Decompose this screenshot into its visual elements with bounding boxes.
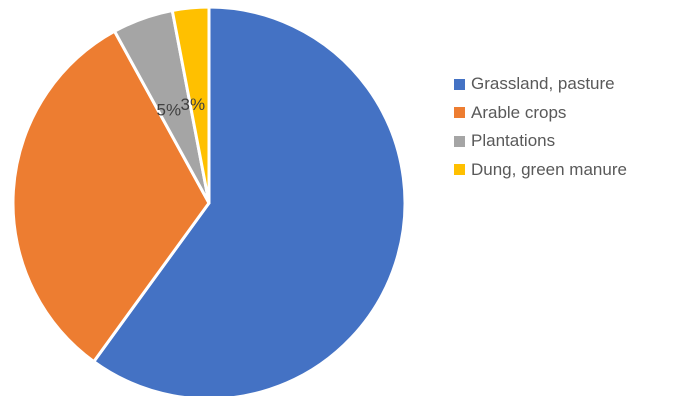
legend-swatch [454,135,465,147]
pie-slice-dung-green-manure [170,5,211,205]
legend-label: Dung, green manure [471,159,627,179]
legend-label: Arable crops [471,102,567,122]
legend-item-grassland-pasture: Grassland, pasture [454,70,627,99]
pie-slice-grassland-pasture [92,5,407,396]
pie-data-labels: 5% 3% [157,95,206,119]
pie-chart: 5% 3% [11,5,407,396]
legend: Grassland, pasture Arable crops Plantation… [454,70,627,184]
legend-item-plantations: Plantations [454,127,627,156]
data-label-plantations: 5% [157,100,182,119]
legend-swatch [454,107,465,119]
data-label-dung-green-manure: 3% [181,95,206,114]
legend-label: Grassland, pasture [471,74,615,94]
legend-item-dung-green-manure: Dung, green manure [454,156,627,185]
legend-swatch [454,78,465,90]
pie-slice-arable-crops [11,29,211,364]
legend-label: Plantations [471,131,556,151]
legend-swatch [454,164,465,176]
legend-item-arable-crops: Arable crops [454,99,627,128]
pie-slices [11,5,407,396]
